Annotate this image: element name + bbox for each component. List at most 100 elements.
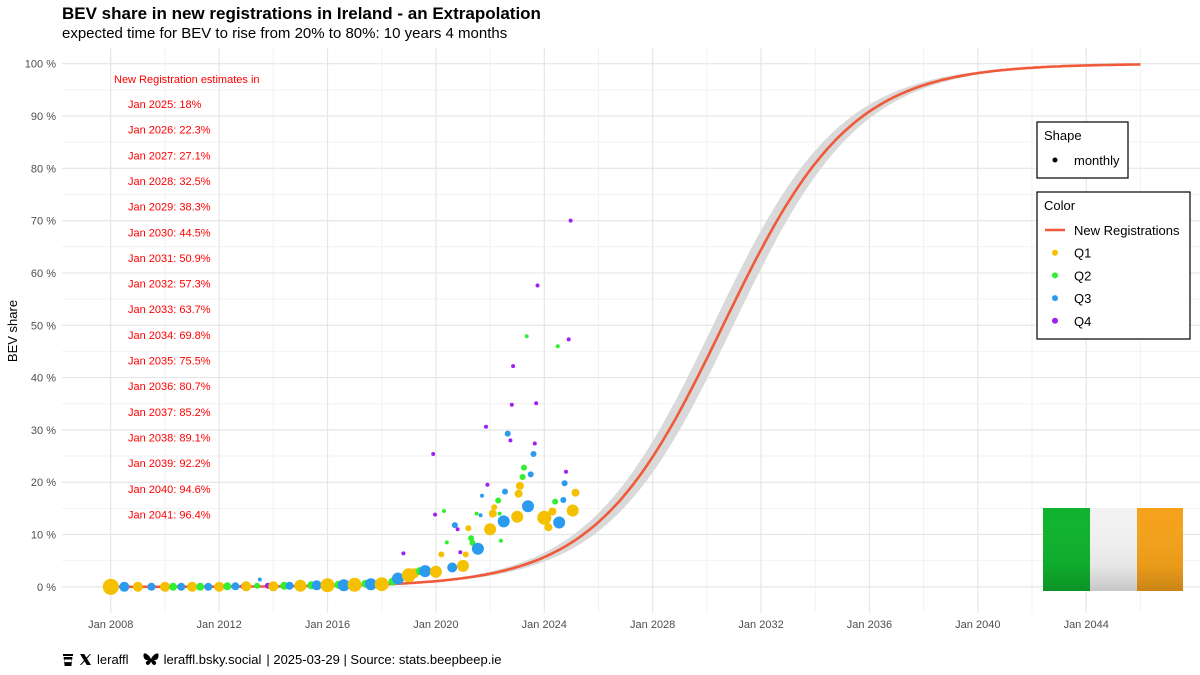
data-point-q3 <box>231 582 240 591</box>
data-point-q4 <box>401 551 406 556</box>
data-point-q4 <box>566 337 571 342</box>
data-point-q2 <box>444 540 449 545</box>
annotation-line: Jan 2030: 44.5% <box>128 227 211 239</box>
data-points <box>102 218 580 595</box>
data-point-q1 <box>429 565 442 578</box>
x-tick-label: Jan 2044 <box>1064 619 1109 631</box>
annotation-line: Jan 2029: 38.3% <box>128 202 211 214</box>
y-tick-label: 90 % <box>31 111 56 123</box>
legend-color-label: New Registrations <box>1074 223 1180 238</box>
data-point-q1 <box>132 581 143 592</box>
data-point-q3 <box>147 582 156 591</box>
data-point-q1 <box>511 510 524 523</box>
data-point-q2 <box>524 334 529 339</box>
legend-point-key <box>1052 295 1058 302</box>
x-tick-label: Jan 2008 <box>88 619 133 631</box>
x-tick-label: Jan 2032 <box>738 619 783 631</box>
confidence-band-area <box>110 64 1141 587</box>
data-point-q1 <box>457 559 469 572</box>
data-point-q3 <box>392 572 404 585</box>
annotation-line: Jan 2033: 63.7% <box>128 304 211 316</box>
data-point-q4 <box>458 550 463 555</box>
x-tick-label: Jan 2036 <box>847 619 892 631</box>
data-point-q2 <box>497 511 502 516</box>
data-point-q4 <box>568 218 573 223</box>
data-point-q3 <box>502 488 508 495</box>
annotation-line: Jan 2036: 80.7% <box>128 381 211 393</box>
data-point-q1 <box>438 551 445 558</box>
data-point-q4 <box>532 441 537 446</box>
data-point-q4 <box>535 283 540 288</box>
data-point-q2 <box>519 474 526 480</box>
legend-color-label: Q3 <box>1074 291 1091 306</box>
footer-bsky-handle: leraffl.bsky.social <box>163 652 262 667</box>
annotation-line: Jan 2028: 32.5% <box>128 176 211 188</box>
data-point-q1 <box>537 510 552 525</box>
data-point-q4 <box>484 424 488 429</box>
footer-x-handle: leraffl <box>97 652 129 667</box>
x-tick-label: Jan 2028 <box>630 619 675 631</box>
data-point-q1 <box>462 551 469 558</box>
butterfly-icon <box>143 652 159 665</box>
annotation-line: Jan 2038: 89.1% <box>128 432 211 444</box>
legend-color-box <box>1036 191 1191 340</box>
x-logo-icon <box>80 654 91 665</box>
annotation-line: Jan 2032: 57.3% <box>128 279 211 291</box>
data-point-q3 <box>561 480 568 487</box>
data-point-q2 <box>254 582 261 589</box>
y-tick-label: 10 % <box>31 530 56 542</box>
data-point-q3 <box>257 577 262 582</box>
x-tick-label: Jan 2024 <box>522 619 567 631</box>
legend-shape-title: Shape <box>1044 128 1082 143</box>
data-point-q3 <box>560 497 567 503</box>
y-tick-label: 80 % <box>31 163 56 175</box>
legend-color-title: Color <box>1044 198 1076 213</box>
data-point-q4 <box>564 469 568 474</box>
y-tick-label: 0 % <box>37 582 56 594</box>
y-tick-label: 50 % <box>31 320 56 332</box>
legend-color: Color New Registrations Q1 Q2 Q3 Q4 <box>1036 191 1191 340</box>
data-point-q4 <box>511 364 516 369</box>
data-point-q1 <box>548 507 557 516</box>
data-point-q1 <box>187 581 198 592</box>
data-point-q4 <box>431 452 436 456</box>
data-point-q3 <box>177 582 186 591</box>
legend-color-label: Q2 <box>1074 268 1091 283</box>
data-point-q3 <box>553 516 566 529</box>
data-point-q2 <box>498 538 503 543</box>
coffee-cup-icon <box>63 653 73 666</box>
y-axis-label: BEV share <box>5 300 20 362</box>
data-point-q1 <box>488 509 497 518</box>
annotation-header: New Registration estimates in <box>114 74 260 86</box>
data-point-q1 <box>320 578 335 593</box>
data-point-q4 <box>485 482 490 487</box>
data-point-q1 <box>465 525 472 532</box>
data-point-q1 <box>566 504 579 517</box>
data-point-q4 <box>455 527 460 532</box>
x-tick-label: Jan 2020 <box>413 619 458 631</box>
data-point-q1 <box>514 489 523 498</box>
x-tick-label: Jan 2012 <box>197 619 242 631</box>
data-point-q4 <box>433 512 438 517</box>
annotation-line: Jan 2039: 92.2% <box>128 458 211 470</box>
data-point-q2 <box>468 535 475 542</box>
data-point-q3 <box>419 565 432 578</box>
data-point-q1 <box>484 523 497 536</box>
footer-source: | 2025-03-29 | Source: stats.beepbeep.ie <box>266 652 502 667</box>
data-point-q3 <box>522 500 534 513</box>
data-point-q2 <box>521 464 527 471</box>
annotation-line: Jan 2040: 94.6% <box>128 484 211 496</box>
grid <box>62 48 1200 613</box>
data-point-q2 <box>495 497 502 504</box>
data-point-q1 <box>347 577 362 592</box>
confidence-band <box>110 64 1141 587</box>
data-point-q2 <box>196 582 205 591</box>
data-point-q4 <box>509 402 514 407</box>
chart-subtitle: expected time for BEV to rise from 20% t… <box>62 25 508 42</box>
y-tick-label: 40 % <box>31 373 56 385</box>
data-point-q2 <box>442 509 446 513</box>
annotation-line: Jan 2034: 69.8% <box>128 330 211 342</box>
legend-color-label: Q1 <box>1074 246 1091 261</box>
data-point-q1 <box>544 523 553 532</box>
data-point-q1 <box>571 488 580 497</box>
